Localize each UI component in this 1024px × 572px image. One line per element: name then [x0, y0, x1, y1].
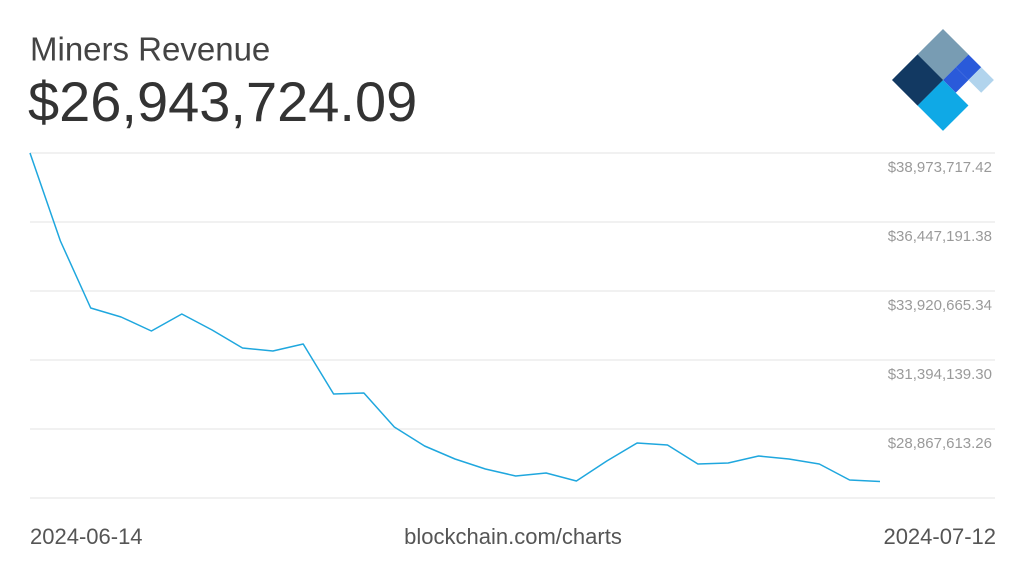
data-line [29, 152, 881, 483]
y-tick-label: $33,920,665.34 [888, 297, 992, 314]
y-tick-label: $38,973,717.42 [888, 159, 992, 176]
x-tick-label: 2024-07-12 [883, 524, 996, 549]
y-tick-label: $28,867,613.26 [888, 435, 992, 452]
headline-value: $26,943,724.09 [28, 70, 417, 133]
source-label: blockchain.com/charts [404, 524, 622, 549]
y-tick-label: $31,394,139.30 [888, 366, 992, 383]
logo [892, 29, 994, 131]
chart-title: Miners Revenue [30, 31, 270, 68]
y-tick-label: $36,447,191.38 [888, 228, 992, 245]
x-tick-label: 2024-06-14 [30, 524, 143, 549]
